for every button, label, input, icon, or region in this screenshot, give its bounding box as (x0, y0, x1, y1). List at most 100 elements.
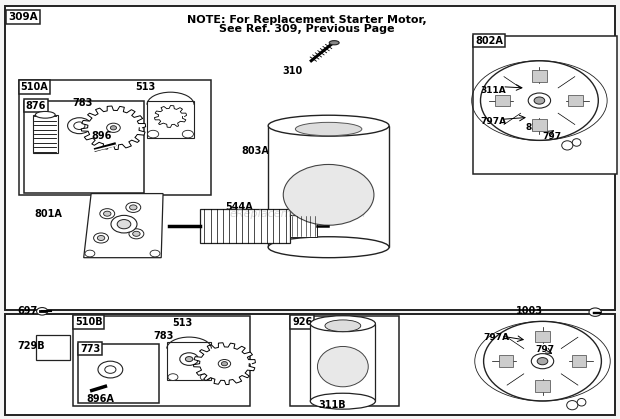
Ellipse shape (94, 233, 108, 243)
Ellipse shape (325, 320, 361, 332)
Bar (290, 215, 317, 237)
Text: 309A: 309A (8, 12, 38, 22)
Ellipse shape (221, 362, 228, 366)
Ellipse shape (110, 126, 117, 130)
Text: 513: 513 (135, 82, 156, 92)
Bar (569, 95, 583, 106)
Polygon shape (154, 106, 187, 127)
Text: NOTE: For Replacement Starter Motor,: NOTE: For Replacement Starter Motor, (187, 15, 427, 25)
Text: 311B: 311B (318, 400, 346, 410)
Text: 801A: 801A (34, 209, 62, 219)
Polygon shape (84, 194, 163, 258)
Bar (498, 355, 513, 367)
Text: 729B: 729B (17, 341, 45, 351)
Text: See Ref. 309, Previous Page: See Ref. 309, Previous Page (219, 24, 395, 34)
Ellipse shape (317, 347, 368, 387)
Ellipse shape (562, 141, 573, 150)
Bar (167, 342, 211, 380)
Ellipse shape (537, 357, 548, 365)
Ellipse shape (161, 110, 180, 123)
Ellipse shape (166, 114, 175, 119)
Ellipse shape (268, 237, 389, 258)
Polygon shape (193, 343, 255, 385)
Text: 834: 834 (525, 123, 544, 132)
Ellipse shape (35, 111, 55, 118)
Ellipse shape (200, 374, 210, 380)
Text: 896: 896 (91, 131, 112, 141)
Ellipse shape (531, 354, 554, 369)
Ellipse shape (572, 139, 581, 146)
Bar (268, 126, 389, 247)
Ellipse shape (148, 130, 159, 138)
Text: 697: 697 (17, 306, 38, 316)
Ellipse shape (37, 308, 48, 315)
Bar (311, 323, 376, 401)
Text: 876: 876 (25, 101, 46, 111)
Text: 311A: 311A (480, 85, 507, 95)
Ellipse shape (480, 61, 598, 140)
Ellipse shape (534, 97, 545, 104)
Ellipse shape (180, 353, 198, 365)
Bar (532, 70, 547, 82)
Text: 783: 783 (154, 331, 174, 341)
Ellipse shape (133, 231, 140, 236)
Ellipse shape (98, 361, 123, 378)
Ellipse shape (283, 164, 374, 225)
Bar (290, 316, 399, 406)
Bar (473, 36, 617, 174)
Text: 1003: 1003 (516, 306, 543, 316)
Text: 896A: 896A (87, 394, 115, 404)
Bar (532, 119, 547, 131)
Text: 797: 797 (542, 132, 561, 141)
Ellipse shape (528, 93, 551, 108)
Bar (147, 101, 194, 138)
Bar (73, 316, 250, 406)
Ellipse shape (589, 308, 601, 316)
Ellipse shape (268, 115, 389, 136)
Text: 510B: 510B (75, 317, 103, 327)
Text: 783: 783 (72, 98, 92, 109)
Ellipse shape (111, 215, 137, 233)
Text: 773: 773 (80, 344, 100, 354)
Ellipse shape (311, 316, 376, 332)
Bar (535, 380, 550, 392)
Text: 802A: 802A (475, 36, 503, 46)
Ellipse shape (126, 202, 141, 212)
Text: 797A: 797A (480, 117, 507, 126)
Ellipse shape (150, 250, 160, 257)
Text: 544A: 544A (225, 202, 253, 212)
Ellipse shape (295, 122, 362, 136)
Ellipse shape (117, 220, 131, 229)
Text: 797A: 797A (484, 333, 510, 342)
Ellipse shape (185, 357, 193, 362)
Ellipse shape (74, 122, 85, 129)
Bar (200, 210, 290, 243)
Ellipse shape (68, 118, 91, 134)
Ellipse shape (97, 235, 105, 241)
Ellipse shape (129, 229, 144, 239)
Ellipse shape (311, 393, 376, 409)
Ellipse shape (182, 130, 193, 138)
Ellipse shape (218, 360, 231, 368)
Ellipse shape (104, 211, 111, 216)
Text: 803A: 803A (242, 146, 270, 156)
Ellipse shape (577, 398, 586, 406)
Ellipse shape (100, 209, 115, 219)
Text: 510A: 510A (20, 82, 48, 92)
Bar (5, 314, 615, 415)
Ellipse shape (329, 41, 339, 45)
Ellipse shape (130, 205, 137, 210)
Bar (36, 335, 70, 360)
Bar (535, 331, 550, 342)
Bar (78, 344, 159, 403)
Ellipse shape (85, 250, 95, 257)
Bar (5, 6, 615, 310)
Bar (572, 355, 587, 367)
Text: 310: 310 (282, 66, 303, 76)
Ellipse shape (105, 366, 116, 373)
Text: 926: 926 (292, 317, 312, 327)
Bar (19, 80, 211, 195)
Ellipse shape (168, 374, 178, 380)
Text: eReplacementParts.com: eReplacementParts.com (229, 209, 366, 219)
Text: 513: 513 (172, 318, 193, 328)
